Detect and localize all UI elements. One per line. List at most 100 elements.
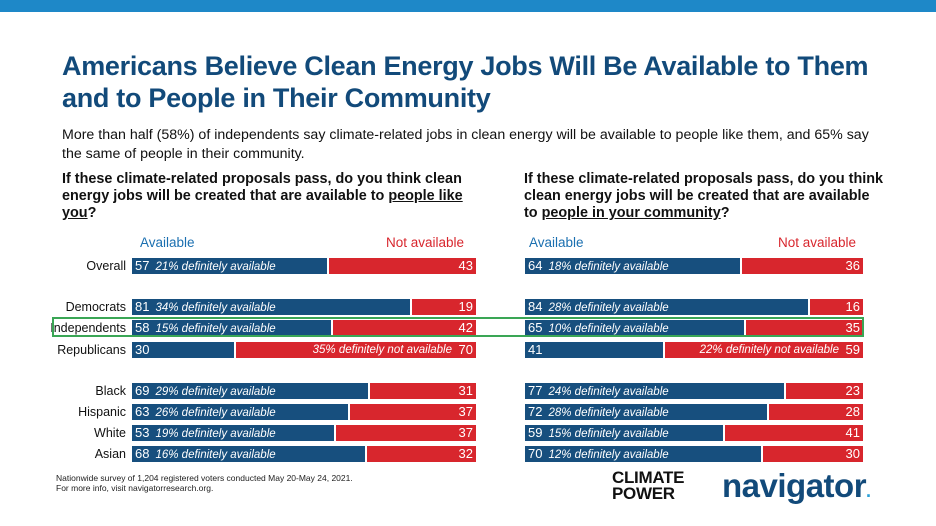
right-chart-question: If these climate-related proposals pass,… xyxy=(524,171,884,222)
page-title: Americans Believe Clean Energy Jobs Will… xyxy=(62,51,869,113)
left-value-not-available-black: 31 xyxy=(458,383,473,398)
left-bar-available-asian: 68 16% definitely available xyxy=(132,446,365,462)
right-value-not-available-white: 41 xyxy=(845,425,860,440)
left-value-not-available-democrats: 19 xyxy=(458,299,473,314)
left-bar-available-white: 53 19% definitely available xyxy=(132,425,334,441)
row-label-overall: Overall xyxy=(86,259,126,273)
right-value-available-overall: 64 xyxy=(528,258,543,273)
right-question-emphasis: people in your community xyxy=(541,205,721,221)
right-value-available-hispanic: 72 xyxy=(528,404,543,419)
climate-power-logo: CLIMATE POWER xyxy=(612,468,685,503)
right-legend-not-available: Not available xyxy=(778,235,857,250)
row-label-independents: Independents xyxy=(50,321,126,335)
right-bar-not-available-asian: 30 xyxy=(763,446,863,462)
left-note-democrats: 34% definitely available xyxy=(155,302,276,314)
right-note-hispanic: 28% definitely available xyxy=(548,407,669,419)
right-bar-available-asian: 70 12% definitely available xyxy=(525,446,761,462)
navigator-logo-dot: . xyxy=(866,481,871,501)
left-bar-available-independents: 58 15% definitely available xyxy=(132,320,331,336)
left-value-available-black: 69 xyxy=(135,383,150,398)
right-value-not-available-hispanic: 28 xyxy=(845,404,860,419)
left-question-end: ? xyxy=(87,205,97,221)
climate-power-logo-line-1: CLIMATE xyxy=(612,468,685,487)
left-value-not-available-white: 37 xyxy=(458,425,473,440)
left-question-text: If these climate-related proposals pass,… xyxy=(62,171,462,204)
right-bar-available-white: 59 15% definitely available xyxy=(525,425,723,441)
right-note-overall: 18% definitely available xyxy=(548,261,669,273)
left-value-available-democrats: 81 xyxy=(135,299,150,314)
right-bar-available-hispanic: 72 28% definitely available xyxy=(525,404,767,420)
right-value-available-asian: 70 xyxy=(528,446,543,461)
right-note-independents: 10% definitely available xyxy=(548,323,669,335)
top-accent-bar xyxy=(0,0,936,12)
row-label-black: Black xyxy=(95,384,126,398)
right-value-not-available-black: 23 xyxy=(845,383,860,398)
left-bar-not-available-overall: 43 xyxy=(329,258,476,274)
row-label-white: White xyxy=(94,426,126,440)
right-note-black: 24% definitely available xyxy=(548,386,669,398)
left-bar-available-hispanic: 63 26% definitely available xyxy=(132,404,348,420)
right-bar-not-available-overall: 36 xyxy=(742,258,863,274)
right-bar-available-republicans: 41 xyxy=(525,342,663,358)
right-bar-available-black: 77 24% definitely available xyxy=(525,383,784,399)
row-label-asian: Asian xyxy=(94,447,126,461)
right-value-not-available-republicans: 59 xyxy=(845,342,860,357)
left-note-independents: 15% definitely available xyxy=(155,323,276,335)
right-bar-not-available-hispanic: 28 xyxy=(769,404,863,420)
left-note-white: 19% definitely available xyxy=(155,428,276,440)
left-value-available-independents: 58 xyxy=(135,320,150,335)
right-legend-available: Available xyxy=(529,235,584,250)
right-bar-available-overall: 64 18% definitely available xyxy=(525,258,740,274)
right-value-not-available-overall: 36 xyxy=(845,258,860,273)
left-question-emphasis: people like you xyxy=(62,188,463,221)
right-value-not-available-independents: 35 xyxy=(845,320,860,335)
left-bar-not-available-white: 37 xyxy=(336,425,476,441)
right-question-end: ? xyxy=(720,205,730,221)
left-note-asian: 16% definitely available xyxy=(155,449,276,461)
right-bar-not-available-republicans: 59 22% definitely not available xyxy=(665,342,863,358)
right-note-asian: 12% definitely available xyxy=(548,449,669,461)
right-value-not-available-asian: 30 xyxy=(845,446,860,461)
left-value-not-available-republicans: 70 xyxy=(458,342,473,357)
right-bar-available-independents: 65 10% definitely available xyxy=(525,320,744,336)
right-note-republicans: 22% definitely not available xyxy=(699,344,839,356)
left-value-not-available-hispanic: 37 xyxy=(458,404,473,419)
left-bar-available-democrats: 81 34% definitely available xyxy=(132,299,410,315)
left-bar-available-black: 69 29% definitely available xyxy=(132,383,368,399)
footnote-line-1: Nationwide survey of 1,204 registered vo… xyxy=(56,473,353,483)
left-note-overall: 21% definitely available xyxy=(155,261,276,273)
row-label-hispanic: Hispanic xyxy=(78,405,126,419)
right-bar-not-available-independents: 35 xyxy=(746,320,863,336)
row-label-republicans: Republicans xyxy=(57,343,126,357)
left-bar-not-available-black: 31 xyxy=(370,383,476,399)
left-note-black: 29% definitely available xyxy=(155,386,276,398)
left-legend-available: Available xyxy=(140,235,195,250)
right-value-available-white: 59 xyxy=(528,425,543,440)
left-chart-question: If these climate-related proposals pass,… xyxy=(62,171,482,222)
left-bar-available-republicans: 30 xyxy=(132,342,234,358)
left-value-not-available-asian: 32 xyxy=(458,446,473,461)
right-value-not-available-democrats: 16 xyxy=(845,299,860,314)
right-bar-available-democrats: 84 28% definitely available xyxy=(525,299,808,315)
right-bar-not-available-democrats: 16 xyxy=(810,299,863,315)
left-bar-not-available-republicans: 70 35% definitely not available xyxy=(236,342,476,358)
page-subtitle: More than half (58%) of independents say… xyxy=(62,127,869,162)
navigator-logo: navigator. xyxy=(722,468,871,509)
left-value-available-republicans: 30 xyxy=(135,342,150,357)
left-note-hispanic: 26% definitely available xyxy=(155,407,276,419)
footnote: Nationwide survey of 1,204 registered vo… xyxy=(56,473,353,493)
left-bar-not-available-hispanic: 37 xyxy=(350,404,476,420)
right-value-available-black: 77 xyxy=(528,383,543,398)
left-bar-not-available-asian: 32 xyxy=(367,446,476,462)
left-value-available-hispanic: 63 xyxy=(135,404,150,419)
right-bar-not-available-white: 41 xyxy=(725,425,863,441)
footnote-line-2: For more info, visit navigatorresearch.o… xyxy=(56,483,214,493)
navigator-logo-word: navigator xyxy=(722,467,867,504)
independents-highlight-box xyxy=(52,317,864,337)
climate-power-logo-line-2: POWER xyxy=(612,484,675,503)
left-value-available-white: 53 xyxy=(135,425,150,440)
left-value-available-asian: 68 xyxy=(135,446,150,461)
left-bar-not-available-independents: 42 xyxy=(333,320,476,336)
left-note-republicans: 35% definitely not available xyxy=(312,344,452,356)
right-question-text: If these climate-related proposals pass,… xyxy=(524,171,884,221)
